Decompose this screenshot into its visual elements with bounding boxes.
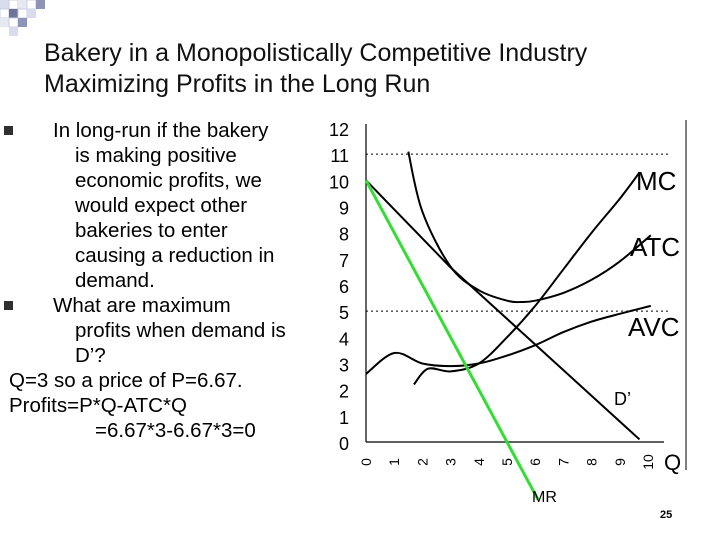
y-tick-label: 12 (329, 120, 349, 140)
bullet-1: In long-run if the bakery is making posi… (0, 118, 320, 293)
y-tick-label: 10 (329, 172, 349, 192)
x-tick-label: 5 (499, 458, 515, 466)
y-tick-label: 7 (339, 251, 349, 271)
bullet-1-line: demand. (75, 269, 155, 292)
y-tick-label: 0 (339, 434, 349, 454)
slide-title: Bakery in a Monopolistically Competitive… (44, 38, 684, 100)
series-line-2 (365, 304, 652, 375)
x-tick-label: 3 (443, 458, 459, 466)
x-tick-label: 2 (414, 458, 430, 466)
x-tick-label: 10 (640, 454, 656, 470)
bullet-1-line: economic profits, we (75, 169, 262, 192)
series-line-0 (413, 171, 641, 386)
x-axis-label: Q (664, 450, 681, 475)
series-label: MR (532, 489, 557, 506)
y-tick-label: 11 (330, 146, 349, 166)
bullet-1-line: bakeries to enter (75, 219, 228, 242)
bullet-1-line: would expect other (75, 194, 248, 217)
bullet-square-icon (4, 301, 13, 310)
y-tick-label: 8 (339, 225, 349, 245)
y-tick-label: 4 (339, 329, 349, 349)
x-tick-label: 0 (358, 458, 374, 466)
corner-decoration (0, 0, 45, 36)
x-tick-label: 6 (527, 458, 543, 466)
page-number: 25 (660, 509, 673, 521)
bullet-square-icon (4, 126, 13, 135)
series-line-1 (407, 151, 652, 304)
y-tick-label: 2 (339, 382, 349, 402)
slide-body: In long-run if the bakery is making posi… (0, 118, 320, 443)
bullet-1-line: is making positive (75, 144, 237, 167)
y-tick-label: 5 (339, 303, 349, 323)
x-tick-label: 4 (471, 458, 487, 466)
y-tick-label: 6 (339, 277, 349, 297)
x-tick-label: 8 (584, 458, 600, 466)
x-tick-label: 9 (612, 458, 628, 466)
answer-line: =6.67*3-6.67*3=0 (95, 419, 256, 442)
series-label: AVC (628, 312, 680, 342)
bullet-2-line: D’? (75, 344, 106, 367)
answer-line: Profits=P*Q-ATC*Q (9, 394, 187, 417)
title-line-1: Bakery in a Monopolistically Competitive… (44, 39, 588, 67)
series-line-4 (364, 179, 540, 501)
series-label: ATC (630, 232, 680, 262)
series-label: MC (636, 166, 676, 196)
answer-line: Q=3 so a price of P=6.67. (9, 369, 243, 392)
y-tick-label: 9 (339, 199, 349, 219)
x-tick-label: 7 (555, 458, 571, 466)
bullet-2: What are maximum profits when demand is … (0, 293, 320, 368)
bullet-2-line: profits when demand is (75, 319, 286, 342)
bullet-1-line: causing a reduction in (75, 244, 275, 267)
y-tick-label: 1 (339, 408, 349, 428)
title-line-2: Maximizing Profits in the Long Run (44, 70, 431, 98)
bullet-1-line: In long-run if the bakery (53, 119, 269, 142)
x-tick-label: 1 (386, 458, 402, 466)
series-line-3 (365, 179, 641, 441)
y-tick-label: 3 (339, 356, 349, 376)
series-label: D’ (614, 389, 631, 409)
bullet-2-line: What are maximum (53, 294, 231, 317)
